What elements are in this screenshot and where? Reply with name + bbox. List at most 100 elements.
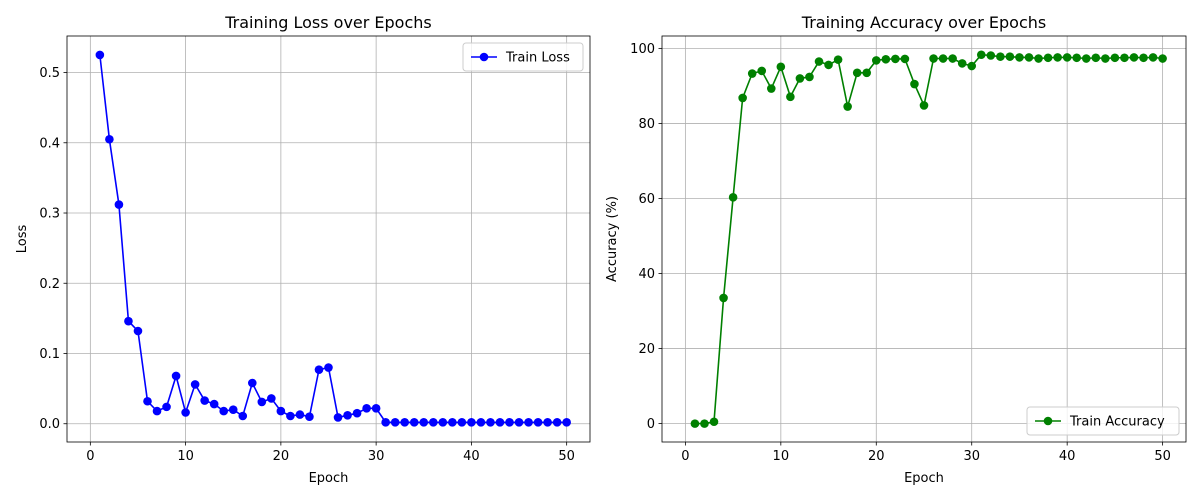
data-point (390, 418, 400, 427)
data-point (171, 371, 181, 381)
data-point (728, 193, 738, 202)
data-point (1139, 53, 1148, 63)
chart-title: Training Loss over Epochs (224, 13, 432, 32)
data-point (996, 52, 1005, 61)
data-point (824, 60, 833, 70)
data-point (1053, 53, 1062, 62)
data-point (209, 399, 219, 409)
legend-box (1026, 406, 1180, 436)
data-point (1081, 54, 1091, 63)
data-point (467, 418, 476, 427)
data-point (690, 419, 700, 428)
data-point (381, 418, 390, 427)
data-point (247, 378, 257, 388)
data-point (543, 418, 552, 427)
data-point (505, 418, 514, 427)
data-point (776, 62, 786, 72)
data-point (305, 412, 314, 422)
data-point (295, 410, 305, 419)
data-point (495, 418, 505, 427)
data-point (700, 419, 709, 428)
data-point (228, 405, 238, 414)
x-tick-label: 50 (1154, 449, 1171, 464)
data-point (524, 418, 533, 427)
legend-marker (1043, 416, 1053, 426)
x-tick-label: 50 (558, 449, 575, 464)
data-point (919, 101, 929, 110)
data-point (95, 50, 105, 60)
data-point (371, 403, 381, 413)
data-point (976, 50, 986, 60)
y-tick-label: 80 (638, 117, 655, 132)
x-tick-label: 10 (177, 449, 194, 464)
data-point (967, 61, 977, 71)
data-point (238, 411, 248, 421)
data-point (333, 413, 343, 422)
data-point (833, 55, 843, 64)
x-tick-label: 40 (463, 449, 480, 464)
data-point (448, 418, 457, 427)
data-point (900, 54, 910, 64)
data-point (143, 396, 152, 406)
legend: Train Accuracy (1026, 406, 1180, 436)
data-point (324, 363, 333, 372)
data-point (552, 418, 562, 427)
data-point (533, 418, 543, 427)
data-point (105, 134, 114, 144)
data-point (1158, 54, 1167, 63)
y-tick-label: 0.0 (39, 417, 60, 432)
legend-marker (479, 52, 489, 62)
legend: Train Loss (462, 42, 584, 72)
data-point (738, 93, 747, 103)
data-point (1062, 53, 1072, 62)
data-point (766, 84, 776, 93)
x-tick-label: 0 (86, 449, 94, 464)
y-tick-label: 0 (647, 417, 655, 432)
data-point (419, 418, 429, 427)
data-point (1015, 53, 1024, 62)
data-point (562, 418, 571, 427)
data-point (162, 402, 171, 412)
data-point (881, 54, 891, 64)
data-point (428, 418, 438, 427)
data-point (986, 51, 996, 60)
y-tick-label: 60 (638, 192, 655, 207)
y-tick-label: 0.1 (39, 347, 60, 362)
y-tick-label: 20 (638, 342, 655, 357)
data-point (486, 418, 495, 427)
data-point (929, 54, 938, 63)
data-point (747, 69, 757, 78)
data-point (948, 54, 957, 63)
data-point (476, 418, 486, 427)
data-point (409, 418, 419, 427)
data-point (1043, 53, 1053, 63)
data-point (757, 66, 767, 76)
data-point (805, 72, 814, 82)
x-tick-label: 30 (368, 449, 385, 464)
data-point (852, 68, 862, 78)
data-point (400, 418, 410, 427)
x-axis-label: Epoch (904, 471, 944, 486)
x-tick-label: 20 (273, 449, 290, 464)
data-point (514, 418, 524, 427)
y-tick-label: 40 (638, 267, 655, 282)
data-point (1091, 53, 1101, 63)
chart-title: Training Accuracy over Epochs (801, 13, 1046, 32)
y-axis-label: Accuracy (%) (605, 196, 620, 282)
data-point (152, 406, 162, 416)
data-point (1034, 54, 1043, 63)
data-point (1024, 53, 1034, 62)
data-point (286, 411, 295, 421)
data-point (267, 394, 276, 403)
series-line (694, 53, 1163, 425)
y-tick-label: 0.2 (39, 277, 60, 292)
x-tick-label: 0 (681, 449, 689, 464)
data-point (257, 397, 267, 407)
data-point (719, 293, 728, 303)
x-tick-label: 30 (963, 449, 980, 464)
series-line (99, 54, 567, 424)
x-axis-label: Epoch (309, 471, 349, 486)
data-point (910, 79, 919, 89)
data-point (871, 56, 881, 65)
